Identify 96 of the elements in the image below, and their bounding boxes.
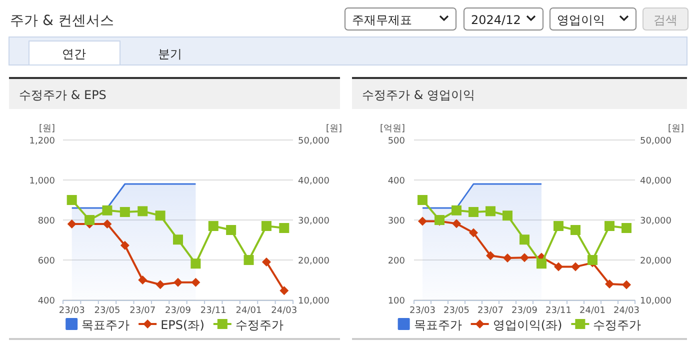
text: 2024/12 <box>471 13 521 27</box>
point <box>261 221 272 231</box>
text: 분기 <box>158 47 182 61</box>
y-tick-label: 200 <box>388 256 406 266</box>
point <box>622 223 632 233</box>
legend-label: 목표주가 <box>82 318 130 332</box>
y-tick-label: 400 <box>38 296 56 306</box>
x-tick-label: 23/03 <box>58 306 85 316</box>
point <box>191 278 200 287</box>
y-axis-title: [원] <box>38 124 55 134</box>
point <box>554 262 563 272</box>
point <box>102 220 112 228</box>
x-tick-label: 23/09 <box>512 306 538 316</box>
text: 영업이익 <box>557 13 605 27</box>
y2-tick-label: 50,000 <box>298 136 330 146</box>
point <box>604 221 614 231</box>
point <box>418 216 427 226</box>
text: 주가 & 컨센서스 <box>10 13 114 29</box>
chart-title: 수정주가 & EPS <box>19 88 106 102</box>
x-tick-label: 24/01 <box>236 306 262 316</box>
y-tick-label: 1,000 <box>29 176 56 186</box>
point <box>279 223 290 233</box>
point <box>173 234 183 245</box>
point <box>605 280 614 288</box>
y2-tick-label: 30,000 <box>298 216 330 226</box>
point <box>486 206 496 216</box>
y2-tick-label: 30,000 <box>640 216 672 226</box>
point <box>262 258 271 266</box>
text: 검색 <box>654 13 678 27</box>
y-tick-label: 500 <box>388 136 406 146</box>
x-tick-label: 24/03 <box>614 306 640 316</box>
chart-title: 수정주가 & 영업이익 <box>362 88 475 102</box>
point <box>520 253 529 262</box>
text: 주재무제표 <box>352 13 412 27</box>
point <box>452 205 462 216</box>
point <box>138 276 148 284</box>
point <box>468 207 478 217</box>
point <box>174 278 182 287</box>
legend-label: 수정주가 <box>235 318 284 332</box>
point <box>520 234 530 245</box>
text: 연간 <box>62 47 86 61</box>
point <box>486 251 495 260</box>
y2-tick-label: 50,000 <box>640 136 672 146</box>
point <box>66 195 77 205</box>
point <box>102 205 112 216</box>
point <box>503 254 512 262</box>
point <box>244 255 254 265</box>
point <box>138 206 148 216</box>
x-tick-label: 23/07 <box>478 306 504 316</box>
point <box>571 262 580 272</box>
y2-tick-label: 10,000 <box>640 296 672 306</box>
point <box>226 225 236 235</box>
point <box>208 221 218 231</box>
y2-tick-label: 40,000 <box>298 176 330 186</box>
point <box>120 207 130 217</box>
y-tick-label: 1,200 <box>29 136 56 146</box>
y2-tick-label: 20,000 <box>298 256 330 266</box>
y-tick-label: 300 <box>388 216 406 226</box>
x-tick-label: 23/07 <box>130 306 156 316</box>
point <box>554 221 564 231</box>
point <box>155 210 166 221</box>
y-tick-label: 400 <box>388 176 406 186</box>
y2-tick-label: 20,000 <box>640 256 672 266</box>
point <box>452 219 461 228</box>
x-tick-label: 24/03 <box>271 306 298 316</box>
legend-label: 목표주가 <box>414 318 462 332</box>
point <box>190 258 201 269</box>
point <box>280 286 289 296</box>
y2-tick-label: 40,000 <box>640 176 672 186</box>
x-tick-label: 23/09 <box>165 306 192 316</box>
x-tick-label: 23/11 <box>546 306 572 316</box>
y2-axis-title: [원] <box>326 124 342 134</box>
y-tick-label: 800 <box>38 216 56 226</box>
x-tick-label: 24/01 <box>580 306 606 316</box>
point <box>120 240 130 250</box>
y-tick-label: 600 <box>38 256 56 266</box>
y-tick-label: 100 <box>388 296 406 306</box>
legend-label: EPS(좌) <box>160 318 204 332</box>
legend-label: 수정주가 <box>593 318 642 332</box>
y-axis-title: [억원] <box>380 124 405 134</box>
x-tick-label: 23/05 <box>444 306 470 316</box>
point <box>469 228 478 238</box>
x-tick-label: 23/11 <box>200 306 226 316</box>
y2-axis-title: [원] <box>668 124 684 134</box>
point <box>84 215 95 225</box>
point <box>536 258 546 269</box>
point <box>418 195 428 205</box>
legend-label: 영업이익(좌) <box>492 318 562 332</box>
x-tick-label: 23/05 <box>94 306 120 316</box>
point <box>67 220 76 228</box>
point <box>156 280 165 290</box>
x-tick-label: 23/03 <box>410 306 436 316</box>
point <box>622 280 631 290</box>
point <box>570 225 580 235</box>
point <box>502 210 512 221</box>
y2-tick-label: 10,000 <box>298 296 330 306</box>
